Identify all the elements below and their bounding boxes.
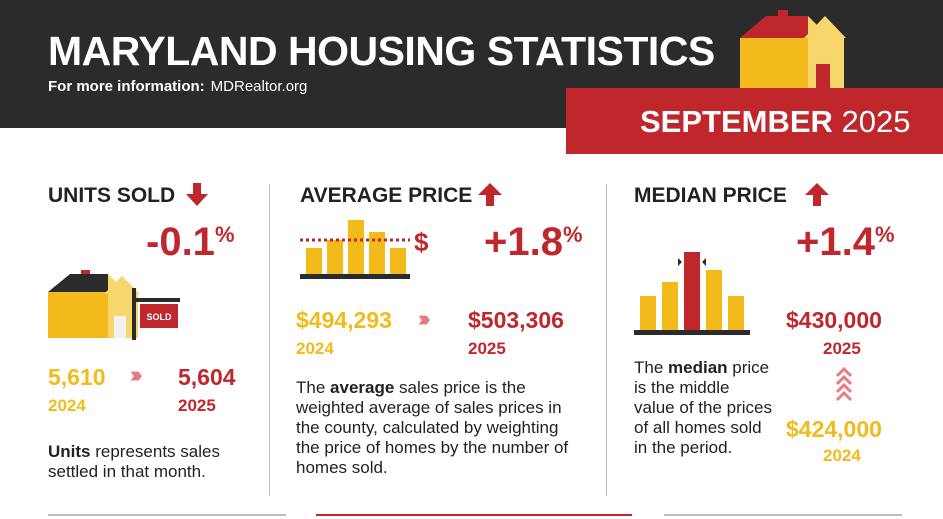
house-logo-icon [740,10,846,90]
report-month: SEPTEMBER 2025 [640,104,911,140]
chevron-up-icon [835,366,853,402]
average-price-change-unit: % [562,222,583,247]
sold-house-icon: SOLD [48,270,180,340]
average-price-change: +1.8% [484,220,583,265]
arrow-down-icon [186,183,208,206]
units-sold-prior-value: 5,610 [48,364,106,390]
bottom-rule [48,514,286,516]
units-sold-desc-bold: Units [48,442,91,461]
units-sold-change: -0.1% [146,220,235,265]
page-title: MARYLAND HOUSING STATISTICS [48,28,715,74]
median-price-change: +1.4% [796,220,895,265]
year-label: 2025 [841,104,911,139]
median-desc-bold: median [668,358,728,377]
units-sold-change-value: -0.1 [146,220,215,264]
average-price-change-value: +1.8 [484,220,563,264]
median-bar-chart-icon [634,252,750,335]
average-desc-pre: The [296,378,331,397]
median-price-current-value: $430,000 [786,307,882,333]
month-banner [566,88,943,154]
median-price-change-value: +1.4 [796,220,875,264]
median-price-title: MEDIAN PRICE [634,184,787,207]
median-price-current-year: 2025 [823,339,861,358]
more-info-label: For more information: [48,78,205,95]
units-sold-desc-text: represents sales settled in that month. [48,442,220,481]
median-desc-text: price is the middle value of the prices … [634,358,772,457]
average-desc-text: sales price is the weighted average of s… [296,378,569,477]
month-label: SEPTEMBER [640,104,833,139]
median-price-description: The median price is the middle value of … [634,358,774,458]
average-price-current-value: $503,306 [468,307,564,333]
column-divider [606,184,607,496]
units-sold-description: Units represents sales settled in that m… [48,442,258,482]
chevron-right-icon: ››››› [418,306,430,331]
average-price-prior-year: 2024 [296,339,334,358]
average-price-description: The average sales price is the weighted … [296,378,586,478]
average-bar-chart-icon: $ [300,220,429,279]
units-sold-current-value: 5,604 [178,364,236,390]
chevron-right-icon: ››››› [130,362,142,387]
sold-sign-text: SOLD [146,312,172,322]
median-price-change-unit: % [874,222,895,247]
median-price-prior-year: 2024 [823,446,861,465]
bottom-rule [664,514,902,516]
units-sold-title: UNITS SOLD [48,184,176,207]
average-price-title: AVERAGE PRICE [300,184,473,207]
more-info: For more information: MDRealtor.org [48,78,307,95]
average-price-current-year: 2025 [468,339,506,358]
units-sold-prior-year: 2024 [48,396,86,415]
units-sold-current-year: 2025 [178,396,216,415]
units-sold-change-unit: % [214,222,235,247]
dollar-sign: $ [414,227,429,257]
arrow-up-icon [478,183,502,206]
median-price-prior-value: $424,000 [786,416,882,442]
column-divider [269,184,270,496]
more-info-link[interactable]: MDRealtor.org [210,78,308,95]
median-desc-pre: The [634,358,669,377]
bottom-rule [316,514,632,516]
arrow-up-icon [805,183,829,206]
average-desc-bold: average [330,378,395,397]
average-price-prior-value: $494,293 [296,307,392,333]
